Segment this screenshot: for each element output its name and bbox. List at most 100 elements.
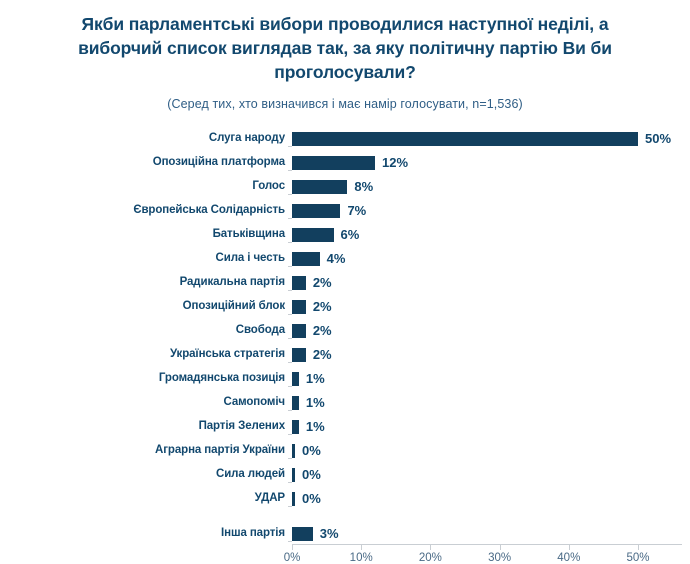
bar-category-label: Радикальна партія [179, 276, 286, 289]
axis-row-tick [288, 434, 292, 436]
bar-row: Українська стратегія 2% [0, 346, 690, 364]
bar-category-label: Опозиційна платформа [152, 156, 285, 169]
bar [292, 323, 306, 338]
bar-container: 12% [292, 154, 408, 171]
chart-subtitle: (Серед тих, хто визначився і має намір г… [167, 97, 523, 112]
bar [292, 131, 638, 146]
bar [292, 179, 348, 194]
bar-value-label: 1% [305, 394, 325, 410]
bar [292, 203, 341, 218]
bar [292, 467, 295, 482]
bar-value-label: 2% [312, 298, 332, 314]
bar-value-label: 3% [319, 525, 339, 541]
x-axis-tick-label: 30% [488, 552, 512, 564]
bar-row: Опозиційна платформа 12% [0, 154, 690, 172]
bar-row: Слуга народу 50% [0, 130, 690, 148]
bar-value-label: 0% [302, 442, 321, 458]
x-axis-tick [361, 545, 363, 551]
x-axis-tick [292, 545, 293, 551]
bar-row: Сила і честь 4% [0, 250, 690, 268]
bar [292, 371, 299, 386]
x-axis-tick [638, 545, 639, 551]
bar-row: Свобода 2% [0, 322, 690, 340]
x-axis-tick-label: 40% [557, 552, 581, 564]
bar [292, 443, 295, 458]
bar-row: Громадянська позиція 1% [0, 370, 690, 388]
bar-category-label: УДАР [254, 492, 285, 505]
axis-row-tick [288, 170, 292, 172]
bar-value-label: 2% [312, 274, 332, 290]
axis-row-tick [288, 266, 292, 268]
axis-row-tick [288, 410, 292, 412]
bar-container: 1% [292, 370, 325, 387]
bar-category-label: Громадянська позиція [158, 372, 285, 385]
bar-container: 2% [292, 274, 332, 291]
page-title: Якби парламентські вибори проводилися на… [22, 12, 668, 84]
bar-category-label: Аграрна партія України [155, 444, 285, 457]
x-axis-tick-label: 0% [283, 552, 301, 564]
bar [292, 299, 306, 314]
x-axis-tick [430, 545, 432, 551]
axis-row-tick [288, 506, 292, 508]
axis-row-tick [288, 290, 292, 292]
bar-category-label: Опозиційний блок [182, 300, 285, 313]
x-axis-tick [568, 545, 570, 551]
bar-row: Сила людей 0% [0, 466, 690, 484]
bar-chart: Слуга народу 50% Опозиційна платформа 12% Го… [0, 127, 690, 564]
bar [292, 251, 320, 266]
bar-value-label: 8% [354, 178, 374, 194]
bar [292, 419, 299, 434]
axis-row-tick [288, 362, 292, 364]
bar-row: Самопоміч 1% [0, 394, 690, 412]
bar-category-label: Партія Зелених [198, 420, 286, 433]
bar [292, 526, 313, 541]
bar-category-label: Свобода [235, 324, 285, 337]
bar-row: Партія Зелених 1% [0, 418, 690, 436]
axis-row-tick [288, 218, 292, 220]
bar-container: 2% [292, 322, 332, 339]
bar [292, 395, 299, 410]
bar-container: 8% [292, 178, 373, 195]
bar-value-label: 2% [312, 322, 332, 338]
bar-value-label: 12% [382, 154, 409, 170]
bar-value-label: 2% [312, 346, 332, 362]
bar [292, 275, 306, 290]
x-axis-tick-label: 10% [349, 552, 373, 564]
bar-row: Голос 8% [0, 178, 690, 196]
plot-area: Слуга народу 50% Опозиційна платформа 12% Го… [0, 127, 690, 564]
axis-row-tick [288, 194, 292, 196]
axis-row-tick [288, 386, 292, 388]
bar-category-label: Інша партія [221, 527, 285, 540]
bar-container: 0% [292, 442, 321, 459]
bar-value-label: 1% [305, 418, 325, 434]
bar-value-label: 6% [340, 226, 360, 242]
bar-value-label: 1% [305, 370, 325, 386]
axis-row-tick [288, 458, 292, 460]
title-line-2: виборчий список виглядав так, за яку пол… [78, 38, 612, 59]
bar-value-label: 0% [302, 490, 321, 506]
bar [292, 491, 295, 506]
bar-value-label: 0% [302, 466, 321, 482]
bar-category-label: Європейська Солідарність [133, 204, 285, 217]
bar-category-label: Сила людей [215, 468, 285, 481]
bar-container: 2% [292, 346, 332, 363]
bar-row: УДАР 0% [0, 490, 690, 508]
title-line-3: проголосували? [274, 62, 416, 83]
bar-container: 6% [292, 226, 359, 243]
bar-category-label: Голос [252, 180, 285, 193]
bar-container: 0% [292, 466, 321, 483]
bar-container: 4% [292, 250, 345, 267]
bar-container: 0% [292, 490, 321, 507]
bar-value-label: 4% [326, 250, 346, 266]
x-axis-tick [499, 545, 501, 551]
x-axis-tick-label: 50% [626, 552, 650, 564]
bar-row: Батьківщина 6% [0, 226, 690, 244]
bar-row: Радикальна партія 2% [0, 274, 690, 292]
bar-container: 7% [292, 202, 366, 219]
axis-row-tick [288, 482, 292, 484]
bar-row: Аграрна партія України 0% [0, 442, 690, 460]
bar [292, 155, 376, 170]
bar [292, 347, 306, 362]
bar-container: 1% [292, 394, 325, 411]
bar-container: 1% [292, 418, 325, 435]
